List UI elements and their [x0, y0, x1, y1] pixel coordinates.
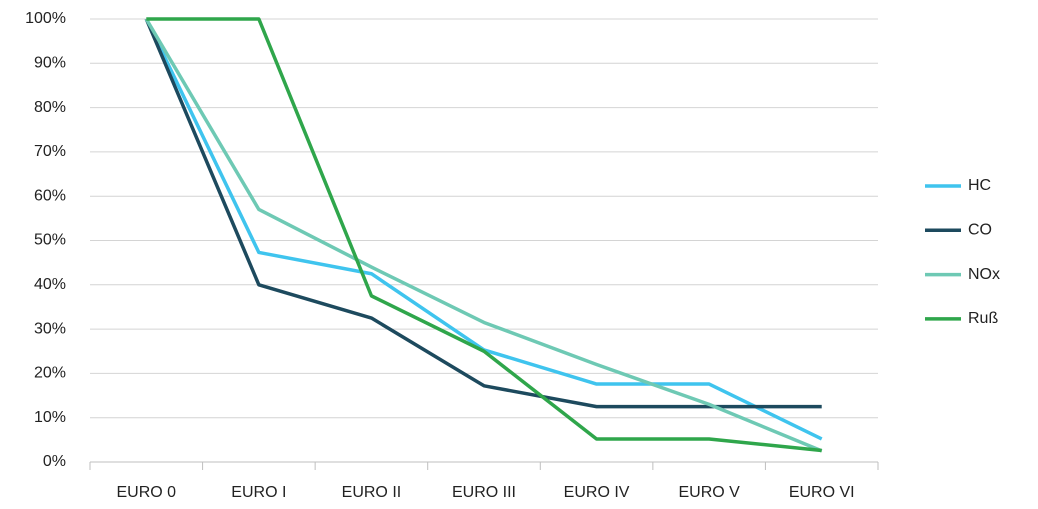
x-tick-label: EURO III [452, 484, 516, 501]
series-line [144, 18, 823, 453]
legend-label: HC [968, 177, 991, 194]
y-tick-label: 50% [34, 232, 66, 249]
x-tick-label: EURO I [231, 484, 286, 501]
y-tick-label: 100% [25, 10, 66, 27]
y-tick-label: 60% [34, 187, 66, 204]
x-tick-label: EURO 0 [116, 484, 176, 501]
y-tick-label: 80% [34, 99, 66, 116]
series-line [144, 18, 822, 409]
y-tick-label: 30% [34, 320, 66, 337]
y-tick-label: 0% [43, 453, 66, 470]
legend-label: CO [968, 222, 992, 239]
legend-label: Ruß [968, 310, 998, 327]
x-tick-label: EURO VI [789, 484, 855, 501]
y-tick-label: 20% [34, 365, 66, 382]
y-tick-label: 70% [34, 143, 66, 160]
series-line [146, 17, 822, 453]
x-tick-label: EURO V [678, 484, 740, 501]
y-tick-label: 40% [34, 276, 66, 293]
series-line [144, 18, 823, 441]
legend-label: NOx [968, 266, 1000, 283]
x-tick-label: EURO IV [564, 484, 630, 501]
y-tick-label: 90% [34, 55, 66, 72]
y-tick-label: 10% [34, 409, 66, 426]
x-tick-label: EURO II [342, 484, 402, 501]
